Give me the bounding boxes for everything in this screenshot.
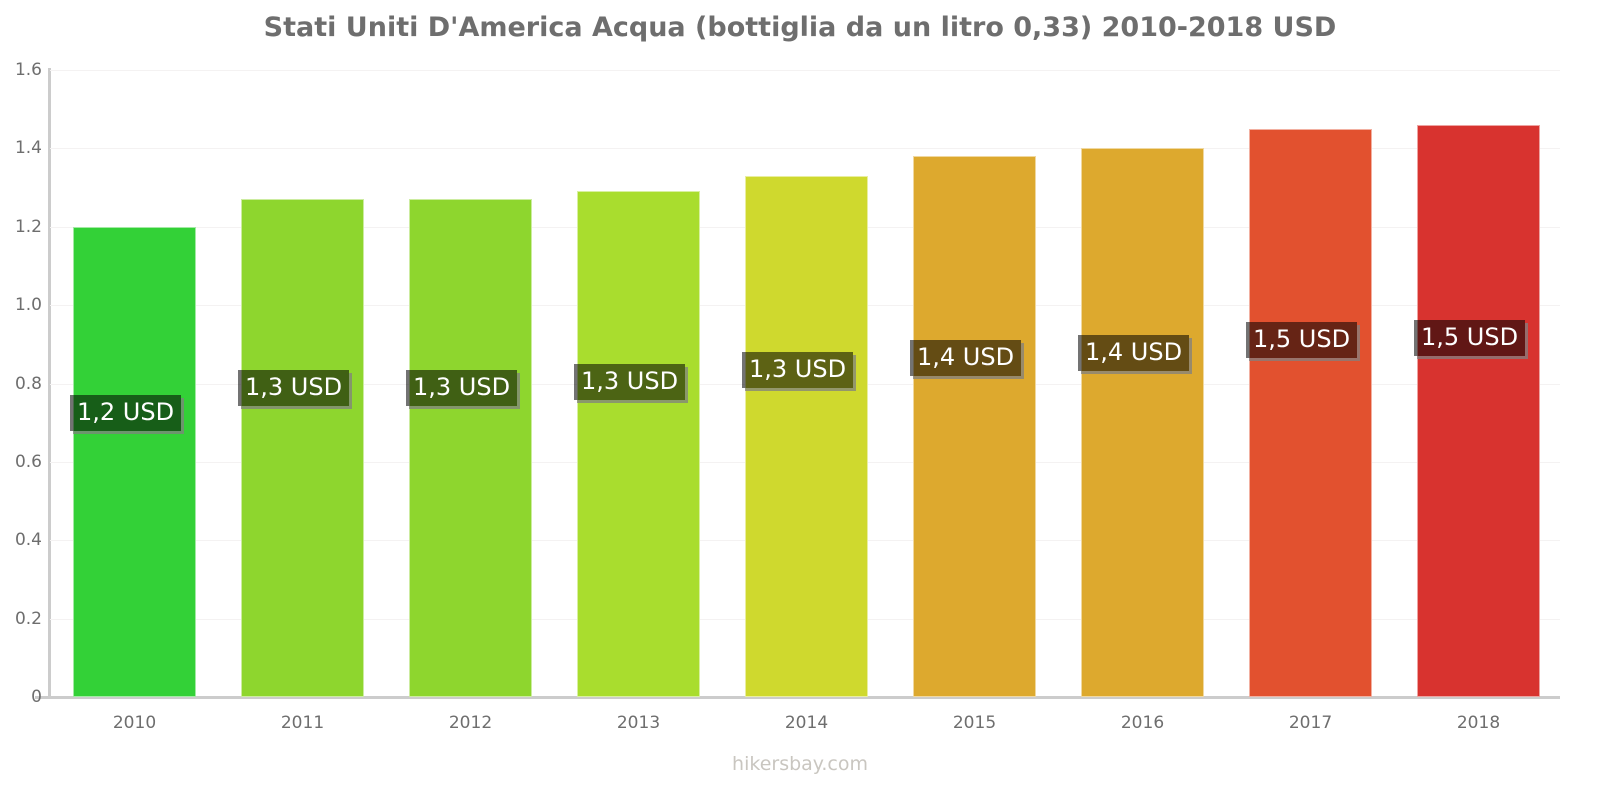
bar-value-label: 1,3 USD	[406, 370, 518, 407]
x-axis-tick-label: 2018	[1456, 713, 1501, 733]
bar-value-label: 1,2 USD	[70, 395, 182, 432]
bar-value-label: 1,3 USD	[238, 370, 350, 407]
bar-value-label: 1,4 USD	[1078, 335, 1190, 372]
y-axis-tick-label: 0	[31, 687, 42, 707]
y-axis-tick-label: 0.6	[14, 451, 42, 472]
bar-value-label: 1,3 USD	[742, 352, 854, 389]
x-axis-tick-label: 2016	[1120, 713, 1165, 733]
bar-value-label: 1,4 USD	[910, 340, 1022, 377]
gridline	[50, 148, 1560, 150]
y-axis-tick-label: 1.6	[14, 60, 42, 80]
gridline	[50, 70, 1560, 71]
bar[interactable]	[913, 156, 1036, 697]
bar-value-label: 1,3 USD	[574, 364, 686, 401]
x-axis-tick-label: 2010	[112, 713, 157, 733]
x-axis-tick-label: 2013	[616, 713, 661, 733]
bar[interactable]	[1417, 124, 1540, 697]
bar-value-label: 1,5 USD	[1414, 320, 1526, 357]
bar[interactable]	[1081, 148, 1204, 697]
y-axis-tick-label: 0.4	[14, 530, 42, 551]
bar[interactable]	[745, 175, 868, 697]
bar[interactable]	[409, 199, 532, 697]
y-axis-line	[48, 68, 51, 699]
plot-area: 1,2 USD 1,3 USD 1,3 USD 1,3 USD 1,3 USD 1,4 U…	[50, 70, 1560, 697]
y-axis-tick-label: 1.0	[14, 295, 42, 316]
y-axis-tick-label: 0.8	[14, 373, 42, 394]
x-axis-tick-label: 2017	[1288, 713, 1333, 733]
bar[interactable]	[73, 226, 196, 697]
x-axis-line	[35, 696, 1560, 699]
y-axis-tick-label: 0.2	[14, 608, 42, 629]
bar[interactable]	[1249, 128, 1372, 697]
bar[interactable]	[241, 199, 364, 697]
x-axis-tick-label: 2011	[280, 713, 325, 733]
x-axis-tick-label: 2015	[952, 713, 997, 733]
x-axis-tick-label: 2014	[784, 713, 829, 733]
y-axis-tick-label: 1.2	[14, 216, 42, 237]
x-axis-tick-label: 2012	[448, 713, 493, 733]
footer-credit: hikersbay.com	[732, 753, 868, 775]
bar[interactable]	[577, 191, 700, 697]
bar-value-label: 1,5 USD	[1246, 322, 1358, 359]
y-axis-tick-label: 1.4	[14, 138, 42, 159]
chart-title: Stati Uniti D'America Acqua (bottiglia d…	[263, 12, 1337, 43]
